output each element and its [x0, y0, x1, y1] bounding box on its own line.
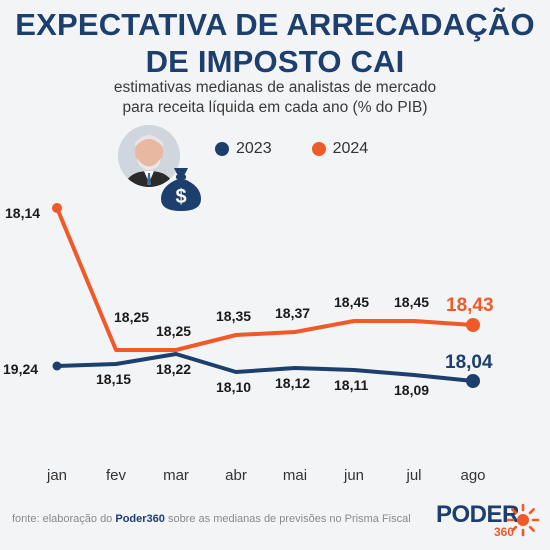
x-tick-label-ago: ago [460, 467, 485, 484]
subtitle-line-1: estimativas medianas de analistas de mer… [113, 79, 437, 96]
data-label-2023-jul: 18,09 [394, 382, 429, 398]
legend-swatch-2024 [311, 142, 326, 156]
data-label-2023-fev: 18,15 [96, 371, 131, 387]
x-tick-label-abr: abr [225, 467, 247, 484]
legend-label-2023: 2023 [236, 140, 272, 157]
data-label-2024-mai: 18,37 [275, 305, 310, 321]
subtitle-line-2: para receita líquida em cada ano (% do P… [122, 99, 428, 116]
data-label-2024-mar: 18,25 [156, 323, 191, 339]
title-line-1: EXPECTATIVA DE ARRECADAÇÃO [15, 7, 535, 42]
source-prefix: fonte: elaboração do [12, 513, 116, 525]
data-label-2023-ago: 18,04 [445, 352, 493, 373]
data-label-2023-mar: 18,22 [156, 361, 191, 377]
logo-sub: 360 [494, 525, 515, 539]
data-label-2024-abr: 18,35 [216, 308, 251, 324]
x-tick-label-jan: jan [46, 467, 67, 484]
legend-item-2023: 2023 [215, 140, 272, 158]
data-label-2024-jul: 18,45 [394, 294, 429, 310]
data-label-2024-jan: 18,14 [5, 205, 40, 221]
point-2024-jan [52, 203, 62, 213]
point-2024-ago [466, 318, 480, 332]
chart-title: EXPECTATIVA DE ARRECADAÇÃO DE IMPOSTO CA… [0, 6, 550, 80]
x-tick-label-jun: jun [343, 467, 364, 484]
data-label-2024-jun: 18,45 [334, 294, 369, 310]
person-portrait-icon [118, 125, 180, 187]
point-2023-jan [52, 361, 62, 371]
sun-icon [506, 503, 540, 537]
data-label-2023-abr: 18,10 [216, 379, 251, 395]
x-tick-label-mar: mar [163, 467, 189, 484]
title-line-2: DE IMPOSTO CAI [145, 44, 405, 79]
data-label-2024-ago: 18,43 [446, 295, 494, 316]
person-photo [118, 125, 180, 187]
legend-label-2024: 2024 [332, 140, 369, 157]
data-label-2023-jan: 19,24 [3, 361, 38, 377]
x-tick-label-fev: fev [106, 467, 127, 484]
source-note: fonte: elaboração do Poder360 sobre as m… [12, 513, 411, 525]
data-label-2023-jun: 18,11 [334, 377, 368, 393]
data-label-2024-fev: 18,25 [114, 309, 149, 325]
chart-subtitle: estimativas medianas de analistas de mer… [0, 78, 550, 118]
x-tick-label-mai: mai [283, 467, 307, 484]
money-bag-icon: $ [161, 168, 201, 211]
point-2023-ago [466, 374, 480, 388]
series-line-2023 [56, 352, 474, 383]
source-suffix: sobre as medianas de previsões no Prisma… [164, 513, 411, 525]
logo-text: PODER [436, 501, 519, 528]
source-brand: Poder360 [115, 513, 165, 525]
legend: 2023 2024 [215, 140, 368, 158]
dollar-sign: $ [175, 186, 186, 208]
series-line-2024 [55, 207, 474, 352]
legend-item-2024: 2024 [311, 140, 369, 158]
legend-swatch-2023 [215, 142, 229, 156]
x-tick-label-jul: jul [405, 467, 421, 484]
poder360-logo: PODER 360 [436, 501, 540, 539]
line-chart: 19,24 18,15 18,22 18,10 18,12 18,11 18,09 18,04… [3, 203, 494, 484]
data-label-2023-mai: 18,12 [275, 375, 310, 391]
